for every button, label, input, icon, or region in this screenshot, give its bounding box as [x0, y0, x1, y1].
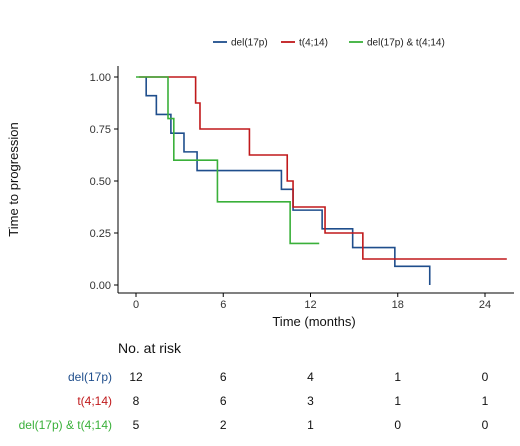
y-axis-title: Time to progression	[6, 122, 21, 236]
x-tick-label: 18	[392, 299, 404, 311]
x-tick-label: 12	[304, 299, 316, 311]
x-tick-label: 0	[133, 299, 139, 311]
y-tick-label: 0.00	[90, 280, 111, 292]
risk-count: 0	[394, 418, 401, 432]
risk-count: 0	[482, 370, 489, 384]
risk-count: 12	[129, 370, 143, 384]
x-axis-title: Time (months)	[272, 314, 355, 329]
curve-t-4-14	[138, 76, 507, 260]
curve-del-17p-t-4-14	[136, 76, 320, 245]
legend-label: del(17p)	[231, 38, 268, 49]
x-tick-label: 6	[220, 299, 226, 311]
risk-count: 1	[394, 370, 401, 384]
axes: 0.00 0.25 0.50 0.75 1.00 0 6 12 18 24	[90, 66, 514, 311]
legend-label: t(4;14)	[299, 38, 328, 49]
risk-count: 2	[220, 418, 227, 432]
risk-count: 5	[133, 418, 140, 432]
x-tick-label: 24	[479, 299, 491, 311]
risk-count: 3	[307, 394, 314, 408]
risk-count: 4	[307, 370, 314, 384]
risk-count: 6	[220, 394, 227, 408]
risk-table-title: No. at risk	[118, 340, 182, 356]
risk-row-label: del(17p)	[68, 370, 112, 384]
risk-count: 0	[482, 418, 489, 432]
curve-del-17p	[145, 77, 431, 285]
legend: del(17p) t(4;14) del(17p) & t(4;14)	[213, 38, 445, 49]
y-tick-label: 0.75	[90, 124, 111, 136]
risk-count: 1	[482, 394, 489, 408]
survival-curves	[136, 76, 507, 285]
risk-row-label: del(17p) & t(4;14)	[19, 418, 112, 432]
y-tick-label: 0.50	[90, 176, 111, 188]
risk-count: 6	[220, 370, 227, 384]
risk-count: 8	[133, 394, 140, 408]
risk-count: 1	[394, 394, 401, 408]
y-tick-label: 0.25	[90, 228, 111, 240]
legend-label: del(17p) & t(4;14)	[367, 38, 445, 49]
risk-count: 1	[307, 418, 314, 432]
y-tick-label: 1.00	[90, 72, 111, 84]
risk-row-label: t(4;14)	[77, 394, 112, 408]
